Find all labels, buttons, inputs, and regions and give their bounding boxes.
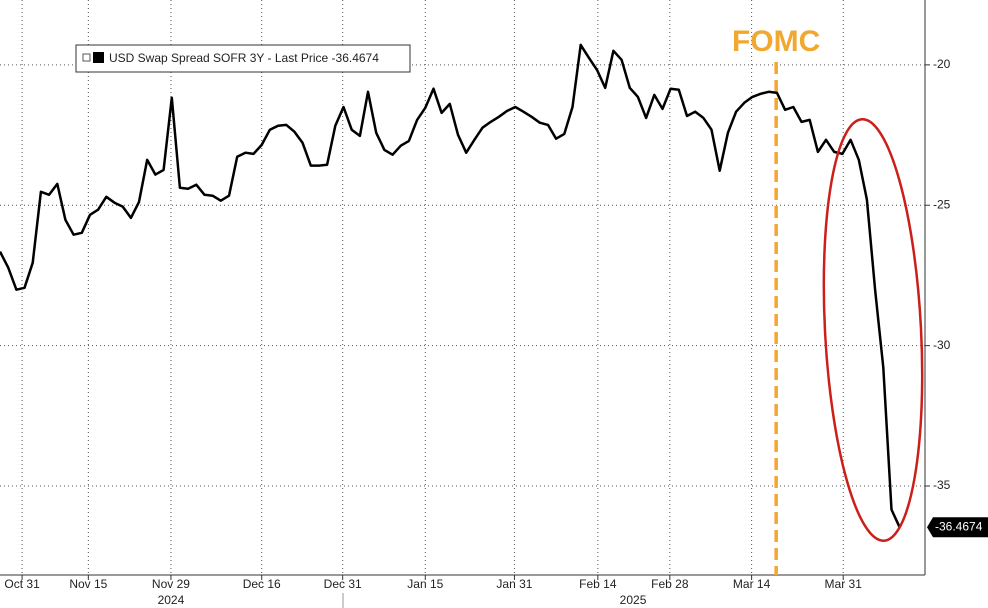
x-tick-label: Dec 31: [324, 577, 362, 591]
x-tick-label: Jan 15: [407, 577, 443, 591]
x-tick-label: Dec 16: [243, 577, 281, 591]
y-tick-label: -25: [933, 197, 951, 211]
y-tick-label: -30: [933, 338, 951, 352]
last-value-label: -36.4674: [935, 519, 983, 533]
x-tick-label: Mar 31: [825, 577, 863, 591]
legend-box: [75, 44, 411, 73]
x-tick-label: Oct 31: [4, 577, 40, 591]
legend-toggle: [82, 53, 91, 62]
annotation-label: FOMC: [732, 25, 820, 58]
highlight-ellipse: [822, 118, 924, 542]
x-group-label: 2024: [158, 593, 185, 607]
x-tick-label: Jan 31: [496, 577, 532, 591]
x-tick-label: Feb 28: [651, 577, 689, 591]
grid: [0, 0, 930, 608]
line-series: [0, 43, 901, 528]
legend-swatch: [93, 52, 104, 63]
x-group-label: 2025: [620, 593, 647, 607]
y-tick-label: -35: [933, 478, 951, 492]
x-tick-label: Feb 14: [579, 577, 617, 591]
x-tick-label: Nov 29: [152, 577, 190, 591]
plot: [0, 43, 901, 575]
y-tick-label: -20: [933, 57, 951, 71]
last-value-tag: [927, 517, 988, 538]
x-tick-label: Nov 15: [69, 577, 107, 591]
x-tick-label: Mar 14: [733, 577, 771, 591]
legend-label: USD Swap Spread SOFR 3Y - Last Price -36…: [109, 51, 379, 65]
legend: USD Swap Spread SOFR 3Y - Last Price -36…: [75, 44, 411, 73]
